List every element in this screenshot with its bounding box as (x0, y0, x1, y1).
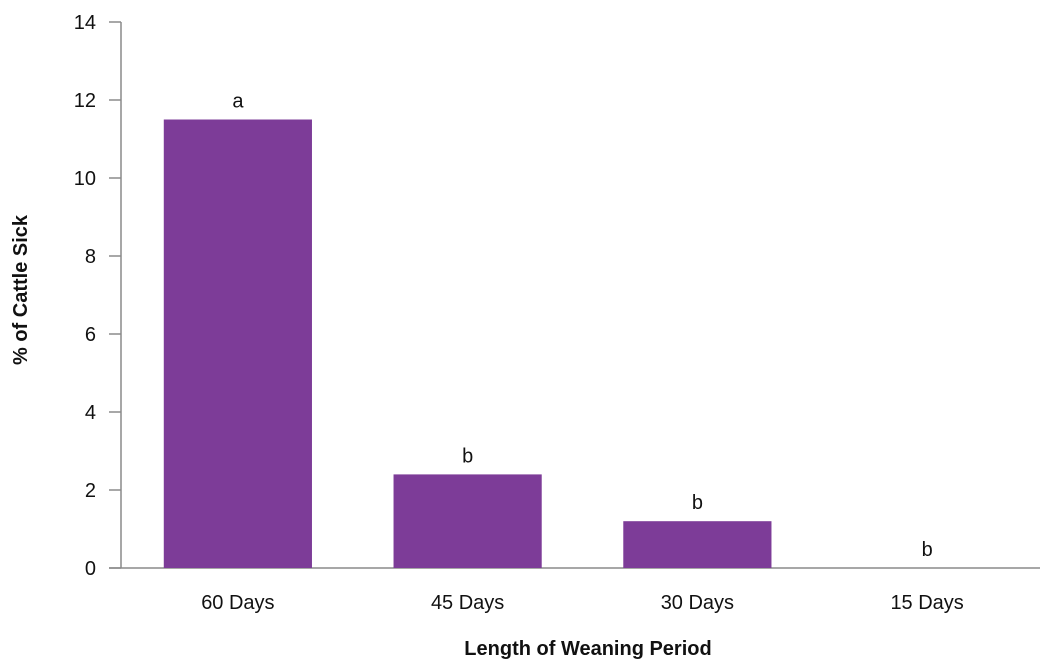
bar-significance-label: a (232, 91, 244, 113)
bar-letters: a b b b (232, 91, 932, 562)
x-axis-title: Length of Weaning Period (464, 638, 711, 660)
y-axis-title: % of Cattle Sick (10, 214, 32, 365)
x-tick-label: 45 Days (431, 592, 504, 614)
y-axis: 0 2 4 6 8 10 12 14 (74, 12, 122, 580)
y-tick-label: 0 (85, 558, 96, 580)
bar-significance-label: b (922, 539, 933, 561)
bars (163, 119, 772, 568)
y-tick-label: 8 (85, 246, 96, 268)
x-tick-label: 15 Days (890, 592, 963, 614)
bar (623, 521, 772, 568)
y-tick-label: 12 (74, 90, 96, 112)
y-tick-label: 10 (74, 168, 96, 190)
category-labels: 60 Days 45 Days 30 Days 15 Days (201, 592, 964, 614)
y-tick-label: 4 (85, 402, 96, 424)
x-tick-label: 30 Days (661, 592, 734, 614)
y-tick-label: 6 (85, 324, 96, 346)
bar-significance-label: b (692, 492, 703, 514)
x-tick-label: 60 Days (201, 592, 274, 614)
bar (163, 119, 312, 568)
y-tick-label: 14 (74, 12, 96, 34)
bar-significance-label: b (462, 445, 473, 467)
bar (393, 474, 542, 568)
y-tick-label: 2 (85, 480, 96, 502)
